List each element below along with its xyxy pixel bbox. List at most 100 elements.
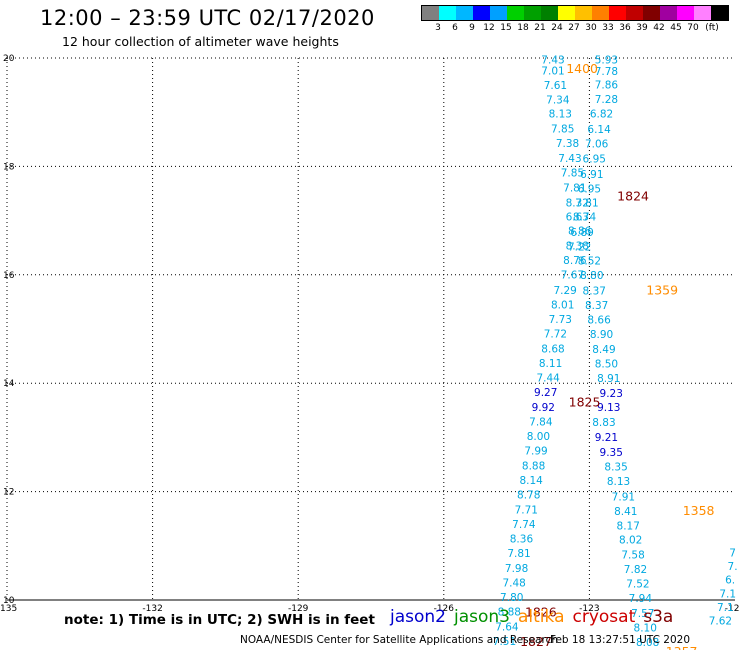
- legend-tick-label: 36: [619, 23, 631, 33]
- wave-height-label: 8.41: [614, 506, 637, 518]
- legend-swatch: [626, 6, 643, 20]
- satellite-label-cryosat: cryosat: [572, 607, 636, 627]
- wave-height-label: 7: [729, 548, 736, 560]
- pass-time-label: 1827: [520, 634, 552, 649]
- legend-swatch: [490, 6, 507, 20]
- wave-height-label: 8.50: [595, 358, 618, 370]
- y-tick-label: 18: [3, 162, 15, 172]
- wave-height-label: 7.01: [541, 65, 564, 77]
- wave-height-label: 8.37: [583, 285, 606, 297]
- wave-height-label: 8.78: [517, 490, 540, 502]
- legend-swatch: [473, 6, 490, 20]
- wave-height-label: 8.14: [519, 475, 543, 487]
- wave-height-label: 7.91: [612, 491, 635, 503]
- wave-height-label: 7.43: [558, 153, 581, 165]
- wave-height-label: 6.14: [587, 124, 611, 136]
- x-tick-label: -126: [434, 604, 455, 614]
- legend-tick-label: 42: [653, 23, 665, 33]
- wave-height-label: 8.08: [636, 637, 659, 649]
- wave-height-label: 7.82: [624, 564, 647, 576]
- legend-tick-label: 3: [435, 23, 441, 33]
- wave-height-label: 7.44: [536, 373, 560, 385]
- wave-height-label: 8.32: [566, 198, 589, 210]
- wave-height-label: 9.92: [532, 402, 555, 414]
- footer-note: note: 1) Time is in UTC; 2) SWH is in fe…: [64, 612, 375, 628]
- pass-time-label: 1826: [525, 604, 557, 619]
- wave-height-label: 7.61: [544, 80, 567, 92]
- wave-height-label: 7.81: [563, 182, 586, 194]
- wave-height-label: 8.37: [585, 300, 608, 312]
- axis-labels: -135 -132 -129 -126 -123 -120 10 12 14 16 18 20: [0, 54, 740, 614]
- wave-height-label: 6.95: [578, 183, 601, 195]
- wave-height-label: 7.62: [709, 615, 732, 627]
- satellite-label-jason3: jason3: [454, 607, 510, 627]
- wave-height-label: 7.29: [553, 285, 576, 297]
- grid-lines: [6, 57, 735, 601]
- pass-time-label: 1400: [566, 61, 598, 76]
- timestamp-text: Feb 18 13:27:51 UTC 2020: [550, 634, 690, 646]
- wave-height-label: 8.36: [510, 534, 534, 546]
- legend-tick-label: 27: [568, 23, 580, 33]
- wave-height-label: 9.27: [534, 387, 557, 399]
- wave-height-label: 7.71: [515, 504, 538, 516]
- wave-height-label: 7.06: [585, 138, 609, 150]
- pass-time-label: 1358: [683, 503, 715, 518]
- chart-subtitle: 12 hour collection of altimeter wave hei…: [62, 34, 339, 49]
- wave-height-label: 8.76: [563, 255, 587, 267]
- legend-swatch: [575, 6, 592, 20]
- wave-height-label: 7.84: [529, 416, 553, 428]
- wave-height-label: 7.57: [631, 608, 654, 620]
- wave-height-label: 8.38: [566, 240, 589, 252]
- wave-height-label: 8.01: [551, 299, 574, 311]
- satellite-legend: jason2 jason3 altika cryosat s3a: [390, 607, 681, 627]
- legend-tick-label: 70: [687, 23, 699, 33]
- legend-swatch: [660, 6, 677, 20]
- wave-height-label: 8.02: [619, 535, 642, 547]
- wave-height-label: 8.17: [617, 521, 640, 533]
- wave-height-label: 7.85: [551, 123, 574, 135]
- wave-height-label: 7.58: [621, 549, 644, 561]
- wave-height-label: 7.81: [507, 548, 530, 560]
- wave-height-label: 7.98: [505, 563, 528, 575]
- wave-height-label: 8.88: [522, 460, 545, 472]
- wave-height-label: 8.13: [607, 476, 630, 488]
- x-tick-label: -123: [579, 604, 599, 614]
- y-tick-label: 12: [3, 488, 14, 498]
- wave-height-label: 7.85: [561, 168, 584, 180]
- color-legend: 3 6 9 12 15 18 21 24 27 30 33 36 39 42 45 70 (ft): [421, 5, 729, 35]
- x-tick-label: -132: [142, 604, 162, 614]
- legend-color-bar: [421, 5, 729, 21]
- wave-height-label: 6.95: [583, 154, 606, 166]
- wave-height-label: 7.81: [575, 198, 598, 210]
- y-tick-label: 20: [3, 54, 15, 64]
- wave-height-label: 7.34: [546, 95, 570, 107]
- wave-height-label: 7.1: [717, 602, 734, 614]
- wave-height-label: 7.99: [524, 446, 547, 458]
- x-tick-label: -135: [0, 604, 17, 614]
- legend-swatch: [694, 6, 711, 20]
- legend-swatch: [677, 6, 694, 20]
- wave-height-label: 8.00: [527, 431, 550, 443]
- y-tick-label: 16: [3, 271, 15, 281]
- pass-time-label: 1357: [666, 644, 698, 650]
- legend-tick-label: 15: [500, 23, 512, 33]
- wave-height-label: 7.64: [495, 621, 519, 633]
- legend-tick-label: 24: [551, 23, 563, 33]
- wave-height-label: 7.78: [595, 66, 618, 78]
- wave-height-label: 7.86: [595, 79, 619, 91]
- pass-labels: 1400 1824 1359 1825 1358 1826 1827 1357: [520, 61, 714, 650]
- wave-height-label: 8.35: [604, 461, 627, 473]
- wave-height-label: 8.13: [549, 109, 572, 121]
- legend-swatch: [558, 6, 575, 20]
- legend-swatch: [524, 6, 541, 20]
- wave-height-label: 9.23: [600, 388, 623, 400]
- legend-tick-label: 39: [636, 23, 648, 33]
- legend-tick-label: 12: [483, 23, 495, 33]
- wave-height-label: 8.90: [590, 329, 613, 341]
- wave-height-label: 7.48: [502, 577, 525, 589]
- wave-height-label: 8.80: [580, 270, 603, 282]
- legend-swatch: [456, 6, 473, 20]
- wave-height-label: 8.74: [573, 212, 597, 224]
- wave-height-label: 8.10: [634, 622, 657, 634]
- wave-height-label: 7.38: [556, 138, 579, 150]
